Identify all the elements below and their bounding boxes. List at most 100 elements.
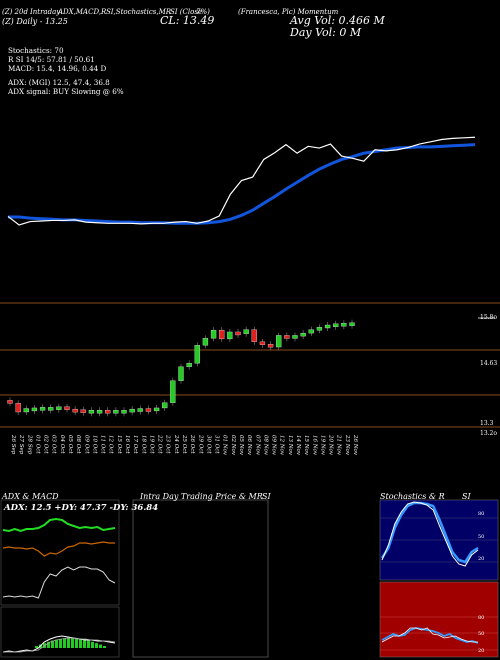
candle [251, 329, 257, 342]
date-label: 28 Sep [26, 434, 32, 455]
candle [88, 410, 95, 414]
date-label: 19 Oct [148, 435, 154, 454]
date-label: 14 Nov [295, 435, 301, 456]
macd-histogram-bar [95, 643, 98, 648]
adx-value: ADX: (MGI) 12.5, 47.4, 36.8 [8, 78, 110, 87]
date-label: 09 Nov [271, 435, 277, 456]
header-label-5: SI (Close [170, 8, 203, 16]
candle [137, 408, 143, 412]
macd-histogram-bar [103, 646, 106, 648]
adx-panel-title: ADX & MACD [2, 492, 59, 501]
candle [23, 408, 29, 413]
macd-histogram-bar [87, 640, 90, 648]
candle [219, 330, 225, 340]
date-label: 10 Oct [91, 435, 97, 454]
date-label: 25 Oct [181, 434, 187, 454]
price-label-4: 13.2o [480, 430, 497, 437]
macd-signal-line [3, 637, 116, 653]
candle [276, 335, 282, 348]
candle [31, 407, 38, 412]
date-label: 02 Nov [230, 435, 236, 456]
date-label: 20 Nov [328, 434, 334, 456]
candle [235, 331, 241, 336]
intraday-panel-suffix: SI [262, 492, 271, 501]
price-line [7, 136, 476, 226]
date-label: 05 Nov [238, 435, 244, 456]
header-label-3: ADX,MACD,R [58, 8, 107, 16]
candle [202, 338, 209, 346]
stoch-axis-50: 50 [478, 534, 485, 540]
avg-volume: Avg Vol: 0.466 M [290, 14, 385, 27]
date-label: 13 Nov [287, 435, 293, 456]
header-label-7: (Francesca, Plc) Momentum [238, 8, 339, 16]
date-label: 16 Nov [311, 435, 317, 456]
date-label: 27 Sep [18, 434, 24, 455]
stoch-axis-20: 20 [478, 556, 485, 562]
macd-line [2, 635, 116, 653]
candle [349, 322, 355, 326]
macd-histogram-bar [59, 638, 62, 648]
intraday-panel-title: Intra Day Trading Price & MR [140, 492, 263, 501]
adx-signal: ADX signal: BUY Slowing @ 6% [8, 87, 124, 96]
rsi-axis-20: 20 [478, 648, 485, 654]
candle [39, 407, 46, 411]
candle [316, 327, 323, 331]
rsi-axis-80: 80 [478, 615, 485, 621]
candle [267, 343, 274, 348]
date-label: 23 Oct [165, 434, 171, 454]
candle [145, 408, 152, 412]
candle [7, 400, 13, 404]
plus-di-line [2, 517, 116, 533]
price-label-3: 13.3 [480, 420, 494, 427]
date-label: 31 Oct [214, 435, 220, 454]
header-label-1: (Z) 20d [2, 8, 28, 16]
candle [96, 410, 103, 414]
macd-histogram-bar [99, 644, 102, 648]
candle [333, 323, 339, 327]
date-label: 03 Oct [51, 435, 57, 454]
candle [48, 407, 54, 411]
rsi-axis-50: 50 [478, 631, 485, 637]
date-label: 12 Oct [108, 435, 114, 454]
moving-average-line [8, 143, 476, 225]
date-label: 26 Sep [10, 434, 16, 455]
date-label: 12 Nov [279, 435, 285, 456]
stoch-panel-title: Stochastics & R [380, 492, 445, 501]
date-label: 05 Oct [67, 435, 73, 454]
macd-histogram-bar [47, 641, 50, 648]
date-label: 19 Nov [319, 435, 325, 456]
candle [129, 408, 135, 413]
stoch-panel-suffix: SI [462, 492, 471, 501]
date-label: 16 Oct [124, 435, 130, 454]
macd-panel [0, 606, 120, 658]
macd-histogram-bar [67, 638, 70, 648]
candle [243, 329, 249, 334]
candle [308, 329, 314, 334]
date-label: 08 Oct [75, 435, 81, 454]
daily-price: (Z) Daily - 13.25 [2, 17, 68, 26]
date-label: 24 Oct [173, 434, 179, 454]
candle [121, 410, 127, 414]
date-label: 01 Oct [34, 435, 40, 454]
candle [194, 345, 200, 364]
price-label-1: 15.8o [480, 314, 497, 321]
stoch-axis-80: 80 [478, 511, 485, 517]
candle [259, 341, 266, 345]
date-label: 07 Nov [254, 435, 260, 456]
macd-histogram-bar [35, 646, 38, 648]
macd-histogram-bar [55, 639, 58, 648]
candle [153, 407, 160, 412]
candle [72, 408, 78, 413]
candle [324, 324, 331, 329]
mrsi-line [381, 627, 478, 643]
candle [105, 410, 111, 414]
intraday-panel [132, 499, 269, 658]
candle [186, 363, 192, 367]
rsi-panel [379, 581, 499, 658]
candle [341, 323, 347, 327]
macd-histogram-bar [79, 638, 82, 648]
macd-histogram-bar [63, 638, 66, 648]
minus-di-line [2, 541, 115, 557]
date-label: 29 Oct [197, 434, 203, 454]
